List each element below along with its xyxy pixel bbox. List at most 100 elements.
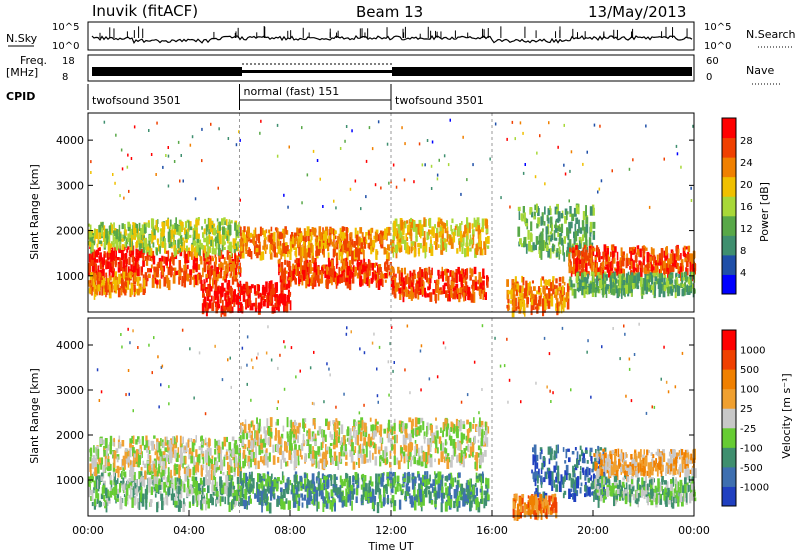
heatmap-cell [533,286,536,291]
heatmap-cell [344,227,346,231]
heatmap-cell [99,247,101,251]
nsearch-label: N.Search [746,28,796,41]
heatmap-cell [626,273,628,283]
heatmap-cell [176,464,179,467]
heatmap-cell [194,231,196,240]
heatmap-cell [162,442,164,448]
heatmap-cell [223,288,225,292]
heatmap-cell [676,257,679,261]
heatmap-cell [139,449,141,453]
heatmap-cell [112,173,114,176]
heatmap-cell [110,480,113,484]
heatmap-cell [179,226,182,236]
heatmap-cell [283,501,286,509]
heatmap-cell [683,253,686,257]
heatmap-cell [561,213,563,218]
heatmap-cell [585,232,587,243]
heatmap-cell [544,182,546,185]
heatmap-cell [97,449,99,459]
heatmap-cell [117,466,120,471]
heatmap-cell [300,493,303,497]
y-tick-label: 1000 [56,270,84,283]
heatmap-cell [337,495,339,498]
heatmap-cell [128,463,130,468]
heatmap-cell [206,289,209,296]
heatmap-cell [260,293,262,297]
heatmap-cell [293,269,295,274]
heatmap-cell [419,142,421,145]
heatmap-cell [210,286,212,291]
heatmap-cell [357,263,360,266]
heatmap-cell [644,268,646,274]
heatmap-cell [258,234,260,243]
heatmap-cell [191,438,193,442]
heatmap-cell [168,232,170,243]
heatmap-cell [128,190,130,193]
heatmap-cell [176,435,178,442]
heatmap-cell [218,127,220,130]
heatmap-cell [479,241,482,247]
heatmap-cell [317,266,319,275]
heatmap-cell [142,224,145,232]
heatmap-cell [124,472,126,478]
heatmap-cell [101,280,104,284]
heatmap-cell [583,289,585,298]
heatmap-cell [163,229,165,236]
heatmap-cell [320,178,322,181]
heatmap-cell [562,285,564,295]
heatmap-cell [587,151,589,154]
heatmap-cell [423,238,426,246]
heatmap-cell [565,173,567,176]
heatmap-cell [129,495,131,499]
heatmap-cell [437,270,439,276]
heatmap-cell [156,122,158,125]
heatmap-cell [109,276,112,281]
heatmap-cell [683,277,686,280]
heatmap-cell [226,219,228,226]
heatmap-cell [350,188,352,191]
heatmap-cell [690,262,692,272]
heatmap-cell [159,246,161,254]
heatmap-cell [203,238,206,243]
heatmap-cell [561,224,563,233]
heatmap-cell [223,217,225,221]
heatmap-cell [514,282,516,287]
heatmap-cell [638,252,640,257]
heatmap-cell [201,243,203,249]
heatmap-cell [142,494,145,500]
heatmap-cell [214,449,216,455]
heatmap-cell [192,467,195,476]
heatmap-cell [506,305,508,309]
heatmap-cell [287,206,289,209]
heatmap-cell [687,254,689,261]
heatmap-cell [690,287,693,291]
heatmap-cell [631,261,633,269]
heatmap-cell [392,243,394,246]
nsky-tick-bottom: 10^0 [52,41,79,52]
heatmap-cell [564,236,566,244]
heatmap-cell [110,447,112,454]
heatmap-cell [329,228,332,233]
heatmap-cell [410,287,412,297]
heatmap-cell [517,227,520,237]
heatmap-cell [171,253,173,259]
heatmap-cell [378,120,380,123]
heatmap-cell [290,300,292,310]
heatmap-cell [651,268,653,271]
heatmap-cell [93,455,95,463]
heatmap-cell [664,285,667,291]
heatmap-cell [228,487,231,497]
heatmap-cell [197,274,199,281]
heatmap-cell [144,471,146,480]
heatmap-cell [178,277,180,285]
heatmap-cell [544,279,547,286]
heatmap-cell [369,126,371,129]
heatmap-cell [149,455,151,463]
heatmap-cell [437,285,439,291]
heatmap-cell [184,467,186,474]
heatmap-cell [146,278,148,286]
heatmap-cell [213,492,215,496]
heatmap-cell [435,294,437,304]
heatmap-cell [319,241,321,247]
heatmap-cell [109,284,111,291]
